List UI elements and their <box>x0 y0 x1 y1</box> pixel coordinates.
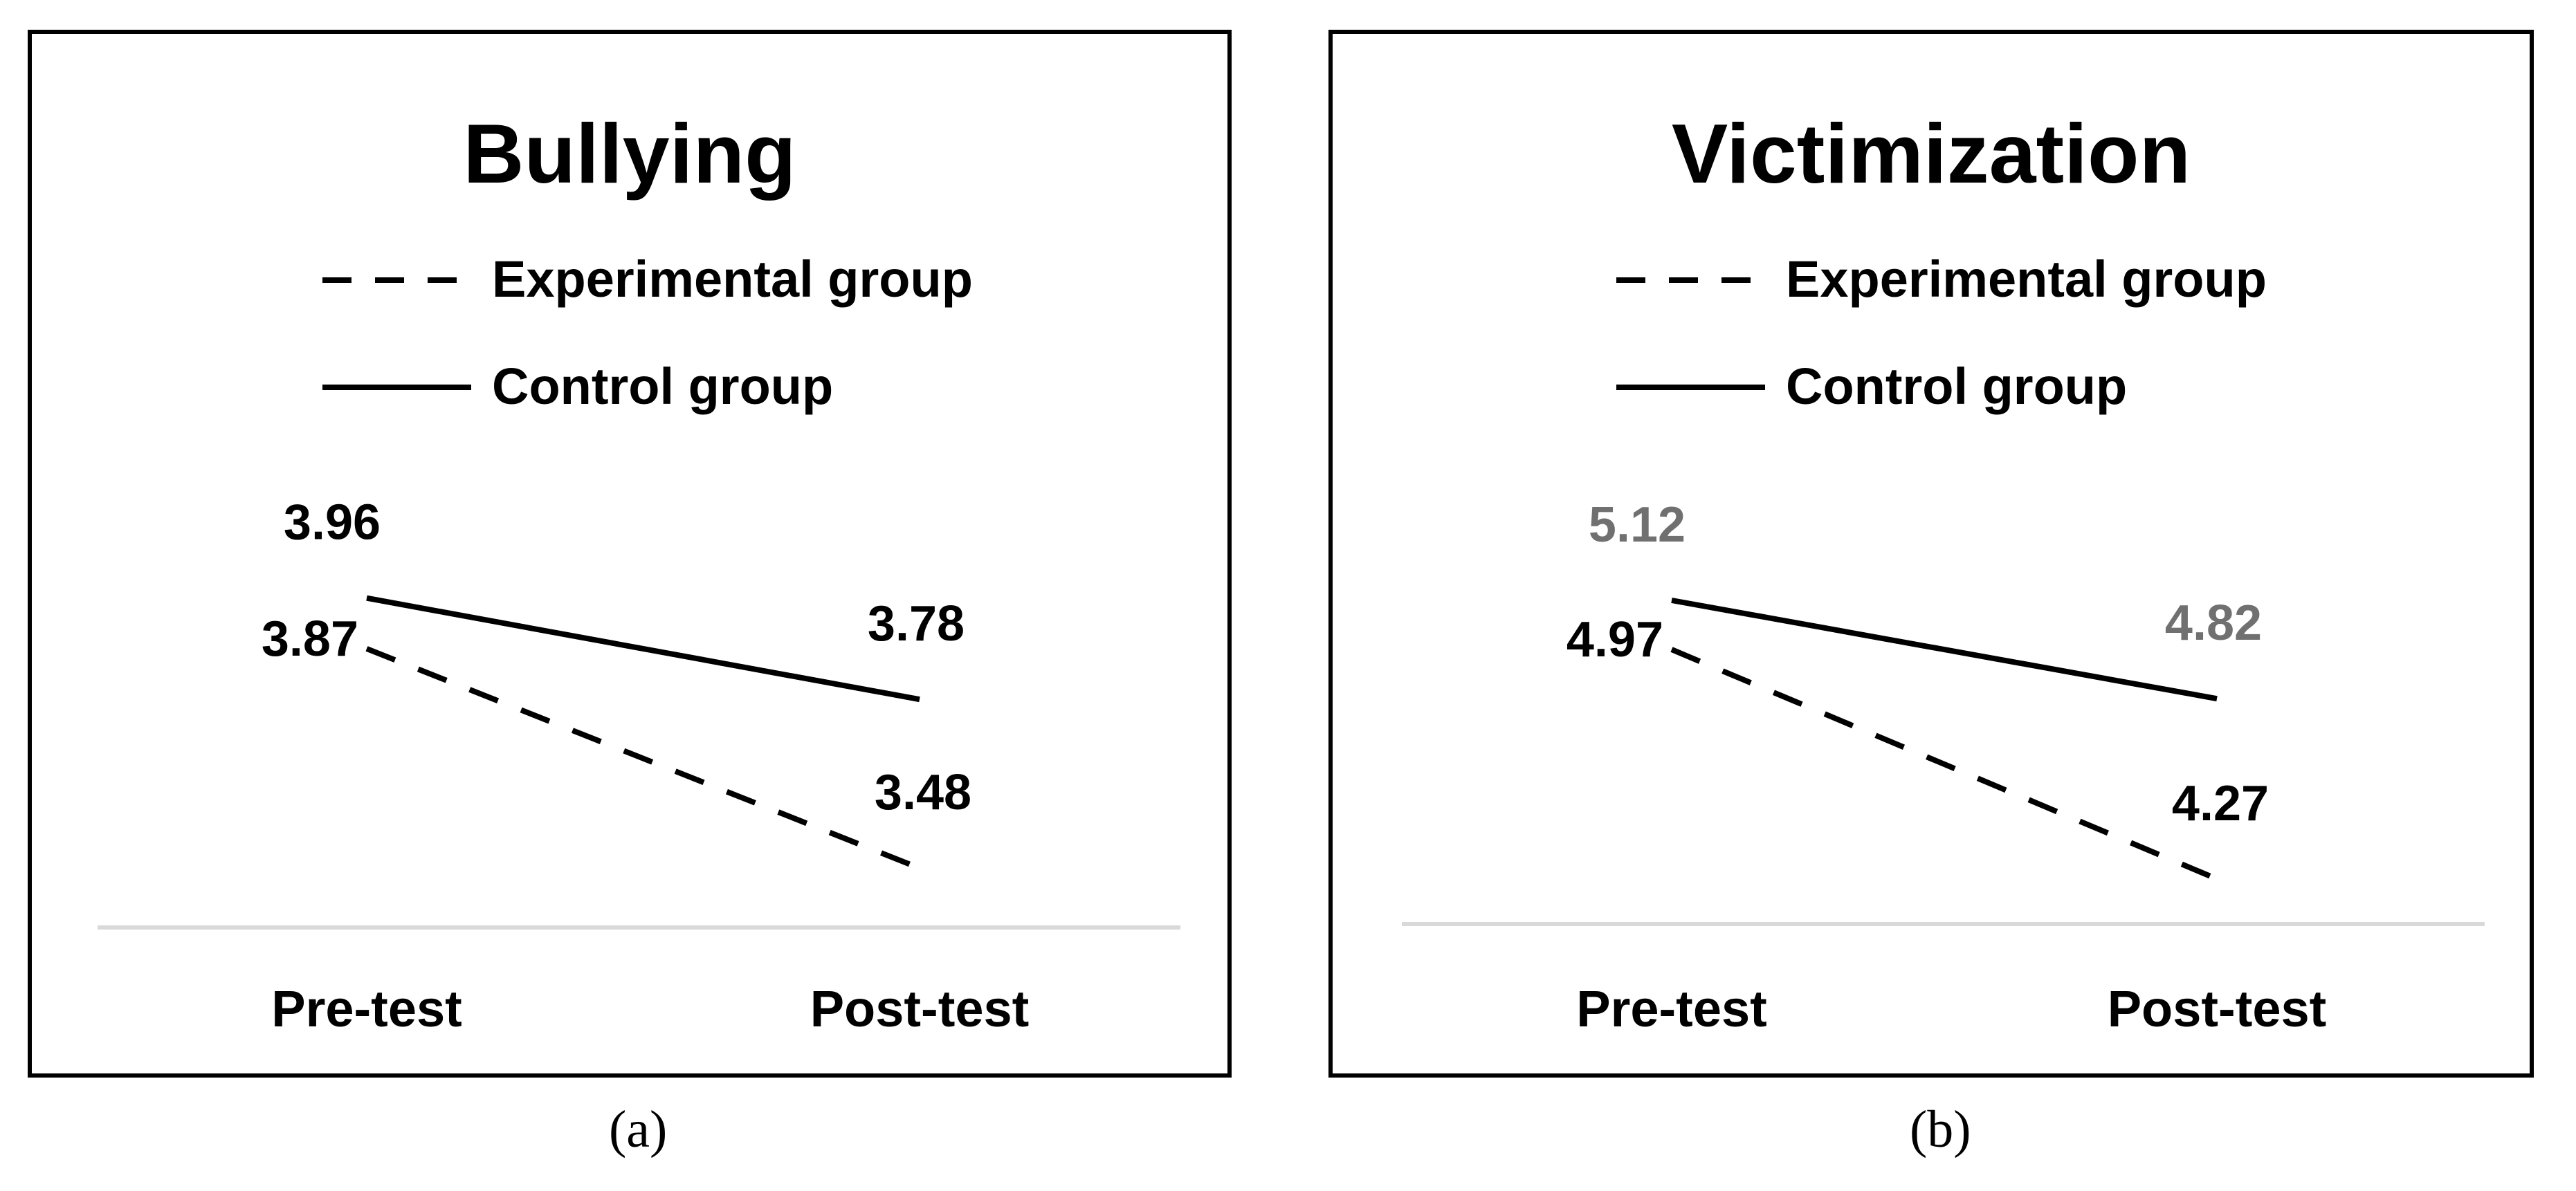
data-label-control-post: 3.78 <box>868 596 965 652</box>
victimization-chart-svg: Victimization Experimental group Control g… <box>1402 107 2485 1037</box>
legend-label-control: Control group <box>492 358 833 415</box>
data-label-control-post: 4.82 <box>2165 596 2262 651</box>
data-label-experimental-post: 3.48 <box>875 765 971 820</box>
x-tick-label-post-test: Post-test <box>2108 980 2327 1037</box>
legend-label-experimental: Experimental group <box>492 250 973 308</box>
series-line-experimental <box>1670 647 2218 882</box>
data-label-experimental-pre: 3.87 <box>262 611 358 667</box>
series-line-control <box>366 595 920 703</box>
series-line-experimental <box>365 646 921 871</box>
data-label-experimental-pre: 4.97 <box>1566 612 1663 667</box>
series-line-control <box>1671 598 2218 702</box>
chart-title: Victimization <box>1672 107 2191 201</box>
data-label-control-pre: 3.96 <box>284 495 381 551</box>
chart-title: Bullying <box>463 107 796 201</box>
caption-a: (a) <box>609 1100 668 1158</box>
x-tick-label-post-test: Post-test <box>810 980 1030 1037</box>
x-tick-label-pre-test: Pre-test <box>271 980 462 1037</box>
data-label-control-pre: 5.12 <box>1589 497 1686 553</box>
bullying-chart-panel: Bullying Experimental group Control group 3… <box>28 30 1232 1078</box>
victimization-chart-panel: Victimization Experimental group Control g… <box>1328 30 2534 1078</box>
caption-b: (b) <box>1910 1100 1971 1158</box>
legend-label-experimental: Experimental group <box>1786 250 2267 308</box>
legend-label-control: Control group <box>1786 358 2127 415</box>
data-label-experimental-post: 4.27 <box>2172 776 2269 831</box>
bullying-chart-svg: Bullying Experimental group Control group 3… <box>98 107 1180 1037</box>
x-tick-label-pre-test: Pre-test <box>1576 980 1767 1037</box>
